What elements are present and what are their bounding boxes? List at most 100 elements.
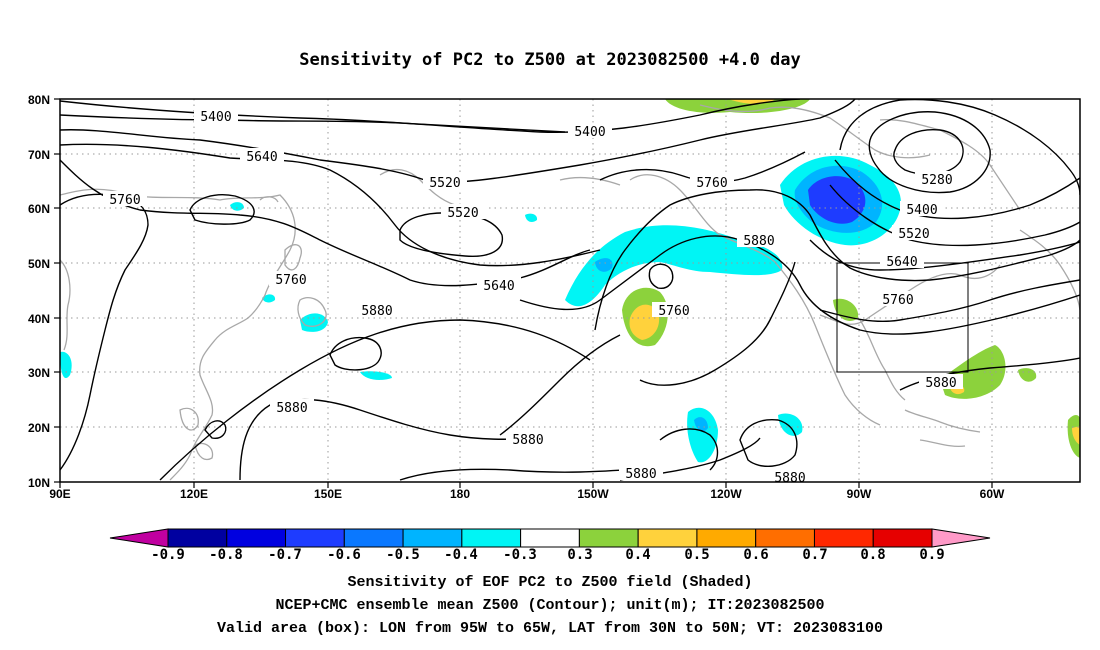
svg-text:5760: 5760 — [658, 304, 689, 319]
shade-negative-pacific — [565, 225, 783, 307]
graticule — [60, 99, 1080, 482]
y-tick-label: 60N — [28, 202, 50, 216]
colorbar-label: 0.7 — [802, 547, 827, 563]
y-axis-labels: 80N 70N 60N 50N 40N 30N 20N 10N — [28, 93, 50, 490]
caption-line-1: Sensitivity of EOF PC2 to Z500 field (Sh… — [347, 574, 753, 591]
svg-text:5880: 5880 — [512, 433, 543, 448]
svg-text:5280: 5280 — [921, 173, 952, 188]
colorbar-label: -0.5 — [386, 547, 420, 563]
colorbar-high-arrow — [931, 528, 991, 548]
svg-text:5760: 5760 — [275, 273, 306, 288]
colorbar-box — [520, 528, 580, 548]
colorbar-box — [402, 528, 463, 548]
contour-label: 5520 — [892, 225, 936, 242]
y-tick-label: 40N — [28, 312, 50, 326]
colorbar-box — [461, 528, 522, 548]
shade-positive-edge-core — [1072, 426, 1080, 445]
colorbar-labels: -0.9 -0.8 -0.7 -0.6 -0.5 -0.4 -0.3 0.3 0… — [151, 547, 945, 563]
contour-label: 5400 — [900, 201, 944, 218]
svg-text:5880: 5880 — [625, 467, 656, 482]
colorbar-label: 0.6 — [743, 547, 768, 563]
colorbar-boxes — [167, 528, 933, 548]
x-tick-label: 120E — [180, 487, 208, 501]
contour-label: 5880 — [619, 465, 663, 482]
svg-text:5880: 5880 — [361, 304, 392, 319]
x-tick-label: 180 — [450, 487, 470, 501]
x-tick-label: 60W — [980, 487, 1005, 501]
svg-text:5640: 5640 — [886, 255, 917, 270]
sensitivity-shading — [60, 99, 1080, 463]
contour-label: 5760 — [876, 291, 920, 308]
contour-label: 5880 — [270, 399, 314, 416]
svg-text:5760: 5760 — [882, 293, 913, 308]
shade-positive-atlantic-b — [1018, 368, 1037, 382]
shade-negative-spot-b — [262, 294, 276, 303]
caption-line-3: Valid area (box): LON from 95W to 65W, L… — [216, 620, 884, 637]
plot-frame — [59, 98, 1081, 483]
colorbar-label: -0.3 — [503, 547, 537, 563]
colorbar: -0.9 -0.8 -0.7 -0.6 -0.5 -0.4 -0.3 0.3 0… — [109, 528, 991, 563]
colorbar-label: 0.3 — [567, 547, 592, 563]
svg-text:5640: 5640 — [483, 279, 514, 294]
contour-label: 5640 — [477, 277, 521, 294]
shade-negative-canada-strong — [808, 176, 866, 224]
y-tick-label: 30N — [28, 366, 50, 380]
x-tick-label: 120W — [710, 487, 742, 501]
contour-label: 5640 — [240, 148, 284, 165]
caption-line-2: NCEP+CMC ensemble mean Z500 (Contour); u… — [275, 597, 825, 614]
colorbar-box — [167, 528, 228, 548]
svg-text:5400: 5400 — [200, 110, 231, 125]
colorbar-box — [813, 528, 874, 548]
colorbar-box — [755, 528, 815, 548]
colorbar-label: -0.4 — [444, 547, 478, 563]
contour-label: 5880 — [737, 232, 781, 249]
x-tick-label: 90E — [49, 487, 70, 501]
x-tick-label: 150W — [577, 487, 609, 501]
colorbar-label: 0.5 — [684, 547, 709, 563]
y-tick-label: 50N — [28, 257, 50, 271]
y-tick-label: 10N — [28, 476, 50, 490]
colorbar-box — [578, 528, 639, 548]
svg-text:5400: 5400 — [574, 125, 605, 140]
shade-negative-spot-d — [525, 213, 538, 223]
svg-text:5640: 5640 — [246, 150, 277, 165]
contour-label: 5880 — [355, 302, 399, 319]
colorbar-box — [872, 528, 933, 548]
svg-text:5760: 5760 — [109, 193, 140, 208]
colorbar-label: 0.4 — [625, 547, 650, 563]
shade-negative-japan — [300, 313, 328, 332]
shade-positive-arctic — [665, 99, 810, 114]
y-tick-label: 70N — [28, 148, 50, 162]
colorbar-label: -0.7 — [268, 547, 302, 563]
x-tick-label: 150E — [314, 487, 342, 501]
svg-text:5880: 5880 — [774, 471, 805, 486]
svg-text:5880: 5880 — [743, 234, 774, 249]
contour-label: 5880 — [506, 431, 550, 448]
svg-text:5760: 5760 — [696, 176, 727, 191]
contour-label: 5760 — [269, 271, 313, 288]
colorbar-label: -0.6 — [327, 547, 361, 563]
shade-negative-pacific-mid — [595, 258, 613, 272]
contour-label: 5880 — [919, 374, 963, 391]
colorbar-label: 0.9 — [919, 547, 944, 563]
tick-marks — [54, 98, 993, 488]
colorbar-box — [285, 528, 345, 548]
colorbar-box — [226, 528, 287, 548]
contour-label: 5520 — [441, 204, 485, 221]
svg-text:5400: 5400 — [906, 203, 937, 218]
coastlines — [60, 104, 1080, 481]
svg-text:5520: 5520 — [429, 176, 460, 191]
x-axis-labels: 90E 120E 150E 180 150W 120W 90W 60W — [49, 487, 1005, 501]
contour-label: 5400 — [568, 123, 612, 140]
colorbar-low-arrow — [109, 528, 169, 548]
contour-label: 5760 — [690, 174, 734, 191]
shade-negative-mexico-b — [778, 413, 803, 436]
shade-negative-spot-e — [360, 371, 392, 380]
svg-text:5520: 5520 — [447, 206, 478, 221]
shade-negative-mexico-core — [694, 417, 708, 432]
y-tick-label: 20N — [28, 421, 50, 435]
map-title: Sensitivity of PC2 to Z500 at 2023082500… — [299, 50, 801, 70]
colorbar-box — [637, 528, 698, 548]
svg-text:5880: 5880 — [925, 376, 956, 391]
contour-labels: 5400 5400 5640 5520 5520 5760 5760 5280 … — [103, 108, 963, 486]
